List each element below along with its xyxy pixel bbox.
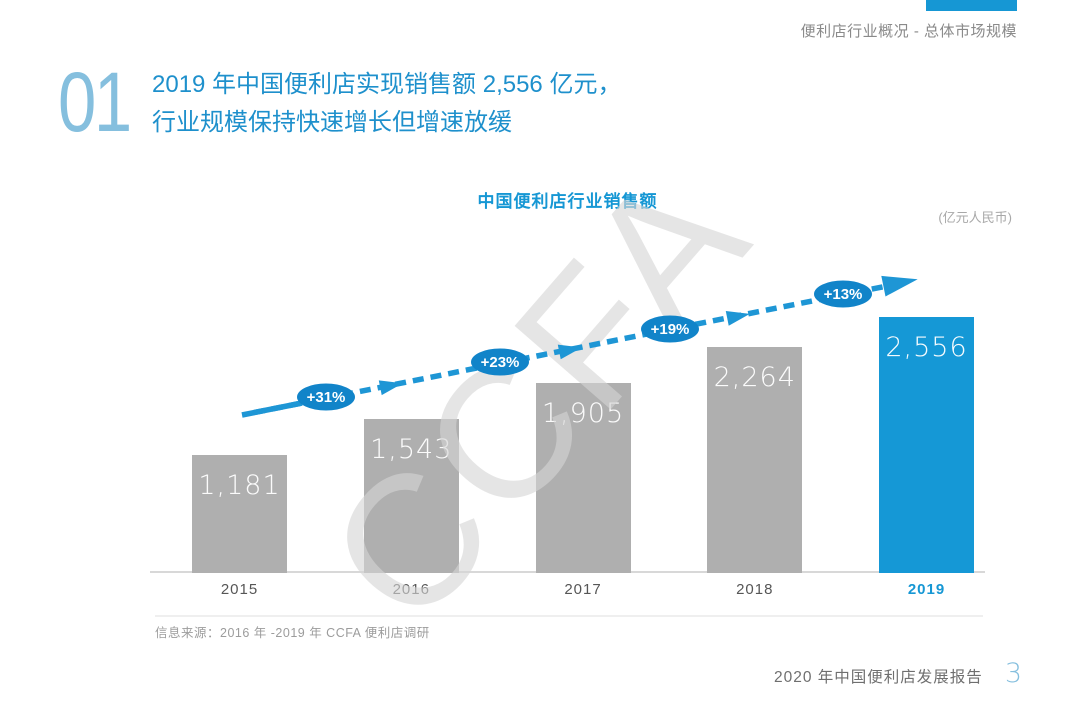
bar-2015: 1,181 <box>192 454 287 573</box>
x-axis-label-2016: 2016 <box>392 581 430 598</box>
footer: 2020 年中国便利店发展报告 3 <box>774 658 1022 689</box>
bar-2019: 2,556 <box>879 317 974 573</box>
bar-value-label: 1,543 <box>370 433 453 465</box>
bar-2018: 2,264 <box>707 346 803 573</box>
header-breadcrumb: 便利店行业概况 - 总体市场规模 <box>800 23 1017 40</box>
slide-title-line1: 2019 年中国便利店实现销售额 2,556 亿元， <box>152 71 622 98</box>
x-axis-label-2018: 2018 <box>736 581 774 598</box>
bar-value-label: 1,905 <box>541 397 625 429</box>
bar-value-label: 2,556 <box>885 332 968 364</box>
x-axis-labels: 2015 2016 2017 2018 2019 <box>150 581 985 607</box>
x-axis-label-2017: 2017 <box>564 581 602 598</box>
x-axis-label-2015: 2015 <box>220 581 259 598</box>
bar-value-label: 2,264 <box>713 361 796 393</box>
slide-title-line2: 行业规模保持快速增长但增速放缓 <box>152 109 512 136</box>
source-divider <box>155 615 983 617</box>
header-accent-bar <box>926 0 1017 11</box>
slide-title: 2019 年中国便利店实现销售额 2,556 亿元， 行业规模保持快速增长但增速… <box>152 66 621 142</box>
bar-2016: 1,543 <box>363 418 459 573</box>
page-number: 3 <box>1004 658 1022 689</box>
section-number: 01 <box>58 55 132 149</box>
plot-area: 1,181 1,543 1,905 2,264 2,556 <box>150 230 985 573</box>
bar-2017: 1,905 <box>535 382 631 573</box>
chart-title: 中国便利店行业销售额 <box>477 192 658 211</box>
x-axis-label-2019: 2019 <box>907 581 946 598</box>
bar-value-label: 1,181 <box>198 469 281 501</box>
footer-report-title: 2020 年中国便利店发展报告 <box>774 669 983 686</box>
chart-unit-label: (亿元人民币) <box>938 210 1012 225</box>
source-note: 信息来源：2016 年 -2019 年 CCFA 便利店调研 <box>155 626 430 640</box>
